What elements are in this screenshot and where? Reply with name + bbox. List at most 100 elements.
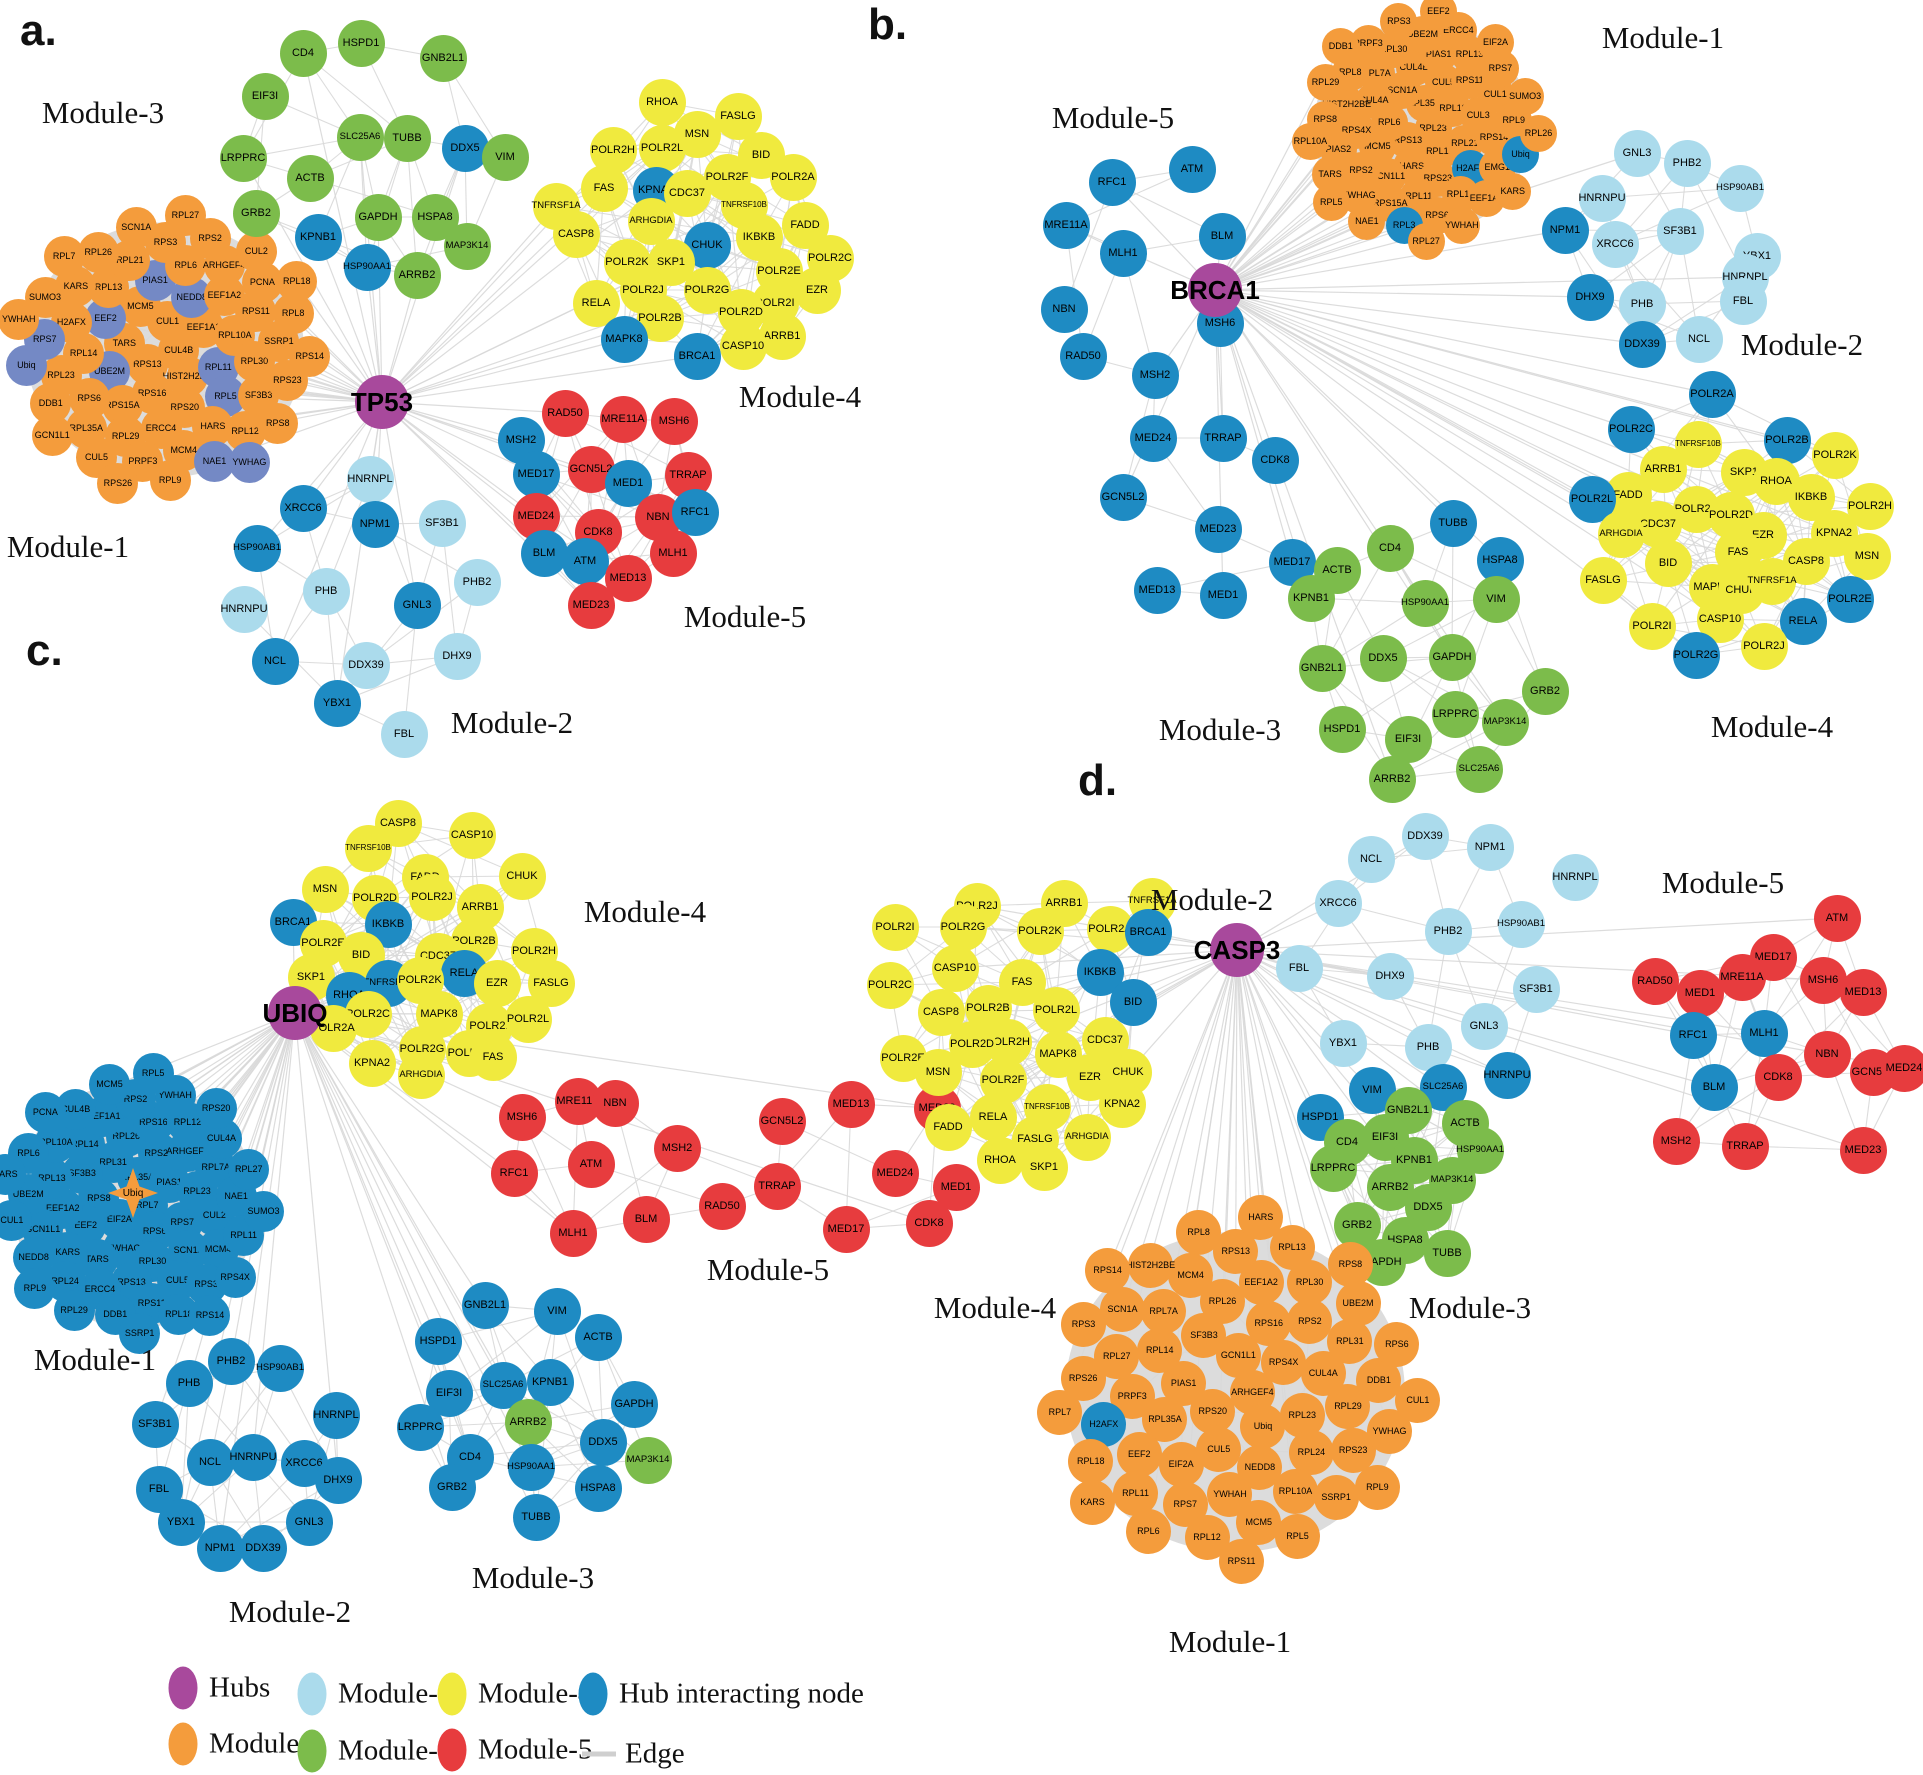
node-d-KPNA2: KPNA2 [1098, 1080, 1146, 1128]
node-d-MSN: MSN [914, 1048, 962, 1096]
node-c-HSPD1: HSPD1 [414, 1317, 462, 1365]
node-b-TRRAP: TRRAP [1199, 414, 1247, 462]
node-d-RFC1: RFC1 [1669, 1011, 1717, 1059]
node-c-LRPPRC: LRPPRC [396, 1403, 444, 1451]
node-a-DDX5: DDX5 [441, 124, 489, 172]
node-c-GNL3: GNL3 [285, 1498, 333, 1546]
node-b-DHX9: DHX9 [1566, 273, 1614, 321]
node-a-RHOA: RHOA [638, 78, 686, 126]
node-c-EZR: EZR [473, 959, 521, 1007]
node-c-NBN: NBN [591, 1079, 639, 1127]
node-c-TNFRSF10B: TNFRSF10B [344, 824, 392, 872]
node-c-RPL11: RPL11 [223, 1214, 265, 1256]
node-b-RPL29: RPL29 [1306, 64, 1344, 102]
node-d-ARHGDIA: ARHGDIA [1063, 1113, 1111, 1161]
node-d-CUL1: CUL1 [1395, 1378, 1441, 1424]
node-d-UBE2M: UBE2M [1335, 1281, 1381, 1327]
node-a-VIM: VIM [481, 133, 529, 181]
node-a-BRCA1: BRCA1 [673, 332, 721, 380]
module-label-b-module-4: Module-4 [1710, 709, 1834, 744]
node-a-DHX9: DHX9 [433, 632, 481, 680]
legend-label-m5: Module-5 [478, 1733, 593, 1766]
node-c-CHUK: CHUK [498, 852, 546, 900]
node-a-GRB2: GRB2 [232, 189, 280, 237]
node-d-RPL24: RPL24 [1288, 1430, 1334, 1476]
legend-swatch-m5 [437, 1728, 467, 1772]
node-d-DDX39: DDX39 [1401, 812, 1449, 860]
node-c-HSP90AA1: HSP90AA1 [507, 1443, 555, 1491]
node-c-MED17: MED17 [822, 1205, 870, 1253]
node-d-MED17: MED17 [1749, 933, 1797, 981]
node-b-GCN5L2: GCN5L2 [1099, 473, 1147, 521]
node-d-POLR2C: POLR2C [866, 961, 914, 1009]
node-b-GNB2L1: GNB2L1 [1298, 644, 1346, 692]
node-a-CD4: CD4 [279, 29, 327, 77]
node-b-RELA: RELA [1779, 597, 1827, 645]
node-a-SF3B1: SF3B1 [418, 499, 466, 547]
node-a-MED17: MED17 [512, 450, 560, 498]
node-c-RFC1: RFC1 [490, 1149, 538, 1197]
module-label-d-module-5: Module-5 [1661, 865, 1785, 900]
node-c-DDX5: DDX5 [579, 1418, 627, 1466]
module-label-c-module-2: Module-2 [228, 1594, 352, 1629]
node-d-RPL10A: RPL10A [1272, 1469, 1318, 1515]
node-a-GNB2L1: GNB2L1 [419, 34, 467, 82]
node-d-RPS6: RPS6 [1374, 1322, 1420, 1368]
node-b-GAPDH: GAPDH [1428, 633, 1476, 681]
node-a-MSH6: MSH6 [650, 397, 698, 445]
node-c-POLR2L: POLR2L [504, 995, 552, 1043]
node-b-MED24: MED24 [1129, 414, 1177, 462]
node-c-TRRAP: TRRAP [753, 1162, 801, 1210]
node-d-MED1: MED1 [1676, 969, 1724, 1017]
node-d-ARRB1: ARRB1 [1040, 879, 1088, 927]
node-d-RPS11: RPS11 [1219, 1538, 1265, 1584]
node-a-YBX1: YBX1 [313, 679, 361, 727]
module-label-d-module-2: Module-2 [1150, 882, 1274, 917]
node-a-HSP90AB1: HSP90AB1 [233, 524, 281, 572]
node-c-RPL29: RPL29 [53, 1289, 95, 1331]
node-a-GAPDH: GAPDH [354, 193, 402, 241]
node-c-PCNA: PCNA [24, 1092, 66, 1134]
node-d-HARS: HARS [1238, 1195, 1284, 1241]
node-b-POLR2B: POLR2B [1763, 416, 1811, 464]
panel-label-b: b. [868, 0, 908, 49]
node-b-RPS3: RPS3 [1380, 2, 1418, 40]
node-d-RPL11: RPL11 [1113, 1470, 1159, 1516]
node-a-RAD50: RAD50 [541, 389, 589, 437]
node-a-NPM1: NPM1 [351, 500, 399, 548]
module-label-a-module-1: Module-1 [6, 529, 130, 564]
node-d-CUL5: CUL5 [1196, 1426, 1242, 1472]
node-c-RPS20: RPS20 [195, 1087, 237, 1129]
module-label-d-module-3: Module-3 [1408, 1290, 1532, 1325]
node-d-SSRP1: SSRP1 [1313, 1474, 1359, 1520]
node-c-MED13: MED13 [827, 1080, 875, 1128]
node-b-BID: BID [1644, 539, 1692, 587]
node-d-POLR2G: POLR2G [939, 903, 987, 951]
node-c-MED24: MED24 [871, 1149, 919, 1197]
node-d-NBN: NBN [1803, 1030, 1851, 1078]
node-d-TUBB: TUBB [1423, 1229, 1471, 1277]
node-c-ACTB: ACTB [574, 1313, 622, 1361]
module-label-d-module-4: Module-4 [933, 1290, 1057, 1325]
node-b-EEF2: EEF2 [1419, 0, 1457, 30]
hub-node-tp53: TP53 [351, 375, 413, 429]
node-b-LRPPRC: LRPPRC [1431, 690, 1479, 738]
node-c-ATM: ATM [567, 1140, 615, 1188]
node-b-RPL26: RPL26 [1520, 115, 1558, 153]
node-c-HNRNPU: HNRNPU [229, 1433, 277, 1481]
hub-node-ubiq: UBIQ [263, 986, 328, 1040]
node-b-RPL10A: RPL10A [1291, 123, 1329, 161]
node-a-TUBB: TUBB [383, 114, 431, 162]
node-c-MAP3K14: MAP3K14 [624, 1436, 672, 1484]
node-a-NAE1: NAE1 [194, 441, 235, 483]
node-d-XRCC6: XRCC6 [1314, 879, 1362, 927]
node-b-RPL27: RPL27 [1407, 223, 1445, 261]
node-b-ARRB2: ARRB2 [1368, 755, 1416, 803]
node-d-FADD: FADD [924, 1103, 972, 1151]
node-d-EEF1A2: EEF1A2 [1238, 1259, 1284, 1305]
node-b-MRE11A: MRE11A [1042, 201, 1090, 249]
node-c-ARRB2: ARRB2 [504, 1398, 552, 1446]
node-b-ARHGDIA: ARHGDIA [1597, 510, 1645, 558]
node-d-RPS2: RPS2 [1287, 1299, 1333, 1345]
node-b-NAE1: NAE1 [1348, 202, 1386, 240]
